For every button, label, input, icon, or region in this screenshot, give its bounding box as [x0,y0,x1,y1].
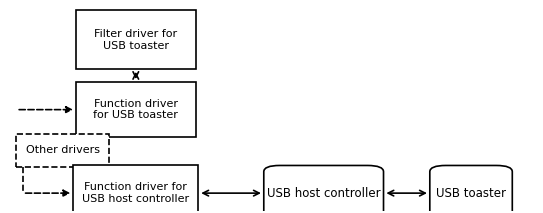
Bar [76,82,195,137]
Bar [16,134,110,167]
Text: USB toaster: USB toaster [436,187,506,200]
FancyBboxPatch shape [430,166,512,213]
Text: USB host controller: USB host controller [267,187,381,200]
Text: Filter driver for
USB toaster: Filter driver for USB toaster [94,29,178,50]
FancyBboxPatch shape [264,166,383,213]
Text: Function driver for
USB host controller: Function driver for USB host controller [82,182,190,204]
Bar [73,166,198,213]
Text: Function driver
for USB toaster: Function driver for USB toaster [93,99,178,120]
Bar [76,10,195,69]
Text: Other drivers: Other drivers [26,145,100,155]
